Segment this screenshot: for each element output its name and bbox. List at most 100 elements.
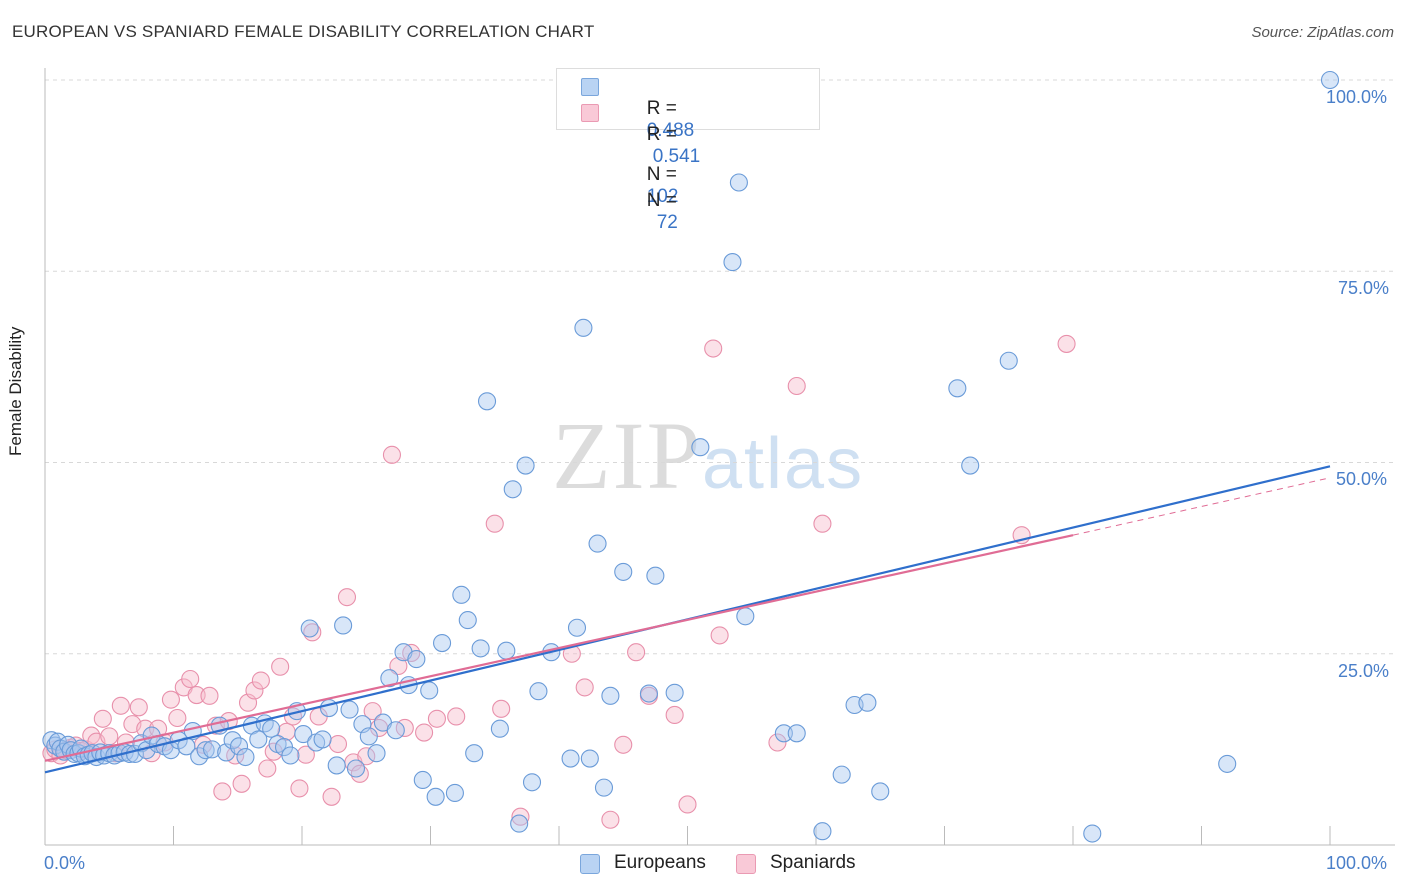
spaniard-point [258, 759, 277, 778]
spaniard-point [245, 681, 264, 700]
chart-title: EUROPEAN VS SPANIARD FEMALE DISABILITY C… [12, 22, 595, 41]
european-point [407, 650, 426, 669]
european-point [1218, 754, 1237, 773]
spaniard-point [322, 787, 341, 806]
x-tick-label-100: 100.0% [1326, 853, 1388, 873]
european-point [497, 641, 516, 660]
european-point [858, 693, 877, 712]
x-tick-label-0: 0.0% [44, 853, 86, 873]
spaniard-point [100, 727, 119, 746]
european-point [639, 684, 659, 703]
spaniard-point [427, 709, 446, 728]
spaniard-point [665, 705, 684, 725]
spaniard-point [575, 678, 594, 697]
european-point [1320, 70, 1340, 90]
european-point [961, 456, 980, 475]
european-point [646, 566, 665, 585]
european-point [529, 682, 548, 701]
european-point [413, 770, 432, 790]
european-point [445, 783, 464, 803]
european-point [723, 253, 742, 272]
european-point [236, 747, 255, 767]
y-tick-label-50: 50.0% [1336, 469, 1388, 489]
spaniard-point [614, 735, 633, 754]
european-point [787, 724, 806, 743]
european-point [503, 480, 522, 499]
legend-r-value-europeans: 0.488 [646, 120, 695, 141]
y-axis-label: Female Disability [6, 326, 25, 456]
spaniard-point [601, 810, 620, 829]
spaniard-point [181, 669, 200, 689]
watermark-atlas: atlas [702, 424, 865, 504]
watermark: ZIPatlas [552, 400, 864, 511]
european-point [665, 683, 684, 702]
european-point [871, 782, 890, 801]
european-point [561, 749, 580, 768]
european-point [516, 456, 535, 475]
spaniard-point [511, 807, 530, 826]
legend-n-value-spaniards: 72 [656, 212, 678, 233]
spaniard-point [1057, 334, 1076, 353]
spaniard-point [161, 690, 180, 709]
european-point [458, 611, 477, 630]
spaniard-point [213, 782, 232, 801]
european-point [426, 787, 445, 806]
spaniard-point [768, 733, 787, 752]
european-point [490, 719, 509, 738]
european-point [380, 669, 399, 688]
european-point [367, 744, 386, 763]
european-point [420, 681, 439, 700]
legend-n-label: N = [646, 164, 677, 185]
spaniard-point [382, 445, 402, 464]
european-point [477, 392, 497, 411]
european-point [774, 724, 793, 743]
spaniard-point [357, 747, 376, 766]
european-point [832, 765, 851, 784]
european-point [346, 759, 366, 778]
stats-legend: R = 0.488 N = 102 R = 0.541 N = 72 [556, 68, 820, 233]
europeans-swatch [581, 78, 599, 96]
european-point [294, 725, 313, 744]
european-point [580, 749, 599, 768]
european-point [452, 585, 471, 604]
european-point [203, 740, 222, 759]
spaniard-point [187, 686, 206, 705]
spaniard-point [200, 686, 219, 705]
european-point [588, 534, 607, 553]
spaniard-point [627, 643, 646, 662]
spaniard-point [337, 588, 357, 607]
european-point [229, 737, 249, 756]
spaniard-point [447, 707, 466, 726]
european-point [334, 616, 353, 635]
european-point [48, 732, 67, 751]
european-point [736, 607, 755, 626]
spaniard-point [232, 774, 251, 793]
watermark-zip: ZIP [552, 402, 702, 509]
europeans-legend-label: Europeans [614, 852, 706, 873]
european-point [601, 686, 620, 705]
spaniard-point [111, 696, 130, 715]
european-point [522, 773, 542, 792]
european-point [471, 639, 490, 658]
spaniards-legend-label: Spaniards [770, 852, 856, 873]
spaniard-point [813, 514, 832, 533]
european-point [327, 756, 346, 775]
legend-europeans-text: R = 0.488 N = 102 [615, 76, 695, 230]
european-point [813, 822, 832, 841]
legend-r-label: R = [646, 98, 677, 119]
european-point [729, 173, 748, 192]
spaniard-point [271, 657, 290, 676]
spaniards-trend-extension [1072, 477, 1331, 536]
european-point [359, 727, 378, 746]
spaniard-point [328, 734, 348, 754]
european-point [433, 633, 452, 653]
european-point [386, 721, 405, 740]
spaniard-point [251, 671, 270, 690]
y-tick-label-100: 100.0% [1326, 87, 1388, 107]
spaniard-point [129, 698, 148, 717]
spaniard-point [363, 702, 382, 721]
european-point [614, 562, 633, 581]
european-point [691, 438, 710, 457]
spaniard-point [710, 626, 729, 645]
